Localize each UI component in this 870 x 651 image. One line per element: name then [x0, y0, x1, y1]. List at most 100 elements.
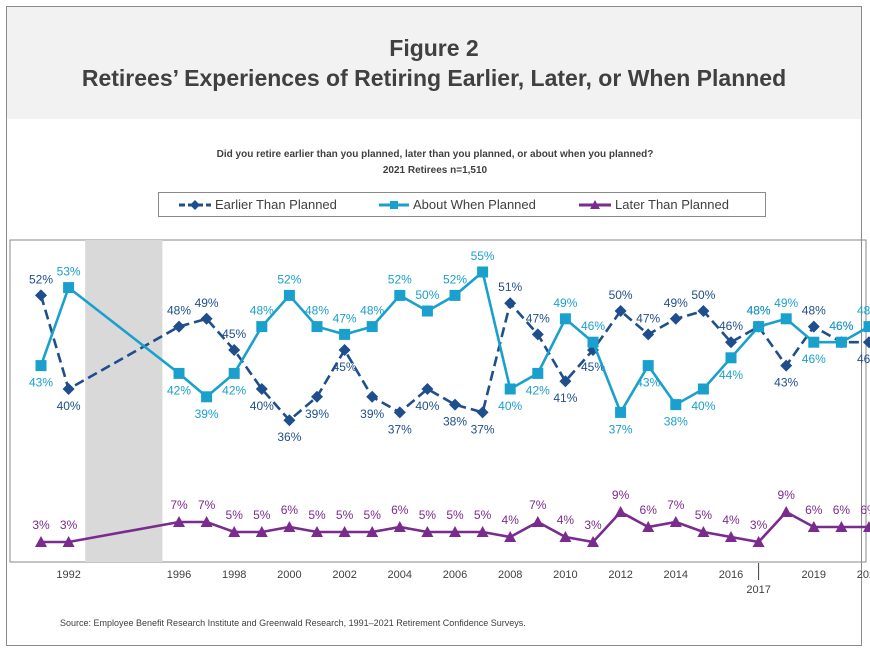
- data-label-about: 52%: [277, 272, 301, 286]
- data-label-later: 5%: [419, 508, 437, 522]
- point-later: [780, 506, 793, 517]
- point-earlier: [35, 289, 47, 302]
- data-label-later: 5%: [336, 508, 354, 522]
- data-label-later: 3%: [584, 518, 602, 532]
- point-earlier: [366, 390, 379, 403]
- data-label-about: 38%: [664, 415, 688, 429]
- data-label-about: 48%: [857, 304, 870, 318]
- x-tick-label: 2019: [802, 569, 826, 581]
- data-label-about: 42%: [222, 383, 246, 397]
- x-tick-label: 2010: [553, 569, 577, 581]
- point-earlier: [173, 320, 185, 333]
- data-label-earlier: 46%: [857, 352, 870, 366]
- point-about: [477, 266, 489, 278]
- x-tick-label: 2014: [664, 569, 688, 581]
- x-tick-label: 2000: [277, 569, 301, 581]
- data-label-about: 47%: [333, 311, 357, 325]
- point-later: [228, 526, 241, 537]
- data-label-earlier: 38%: [443, 415, 467, 429]
- point-about: [339, 328, 351, 340]
- point-about: [201, 391, 213, 403]
- point-earlier: [559, 375, 572, 388]
- point-about: [835, 336, 847, 348]
- data-label-later: 9%: [612, 488, 630, 502]
- data-label-later: 4%: [502, 513, 520, 527]
- data-label-later: 5%: [253, 508, 271, 522]
- x-tick-label: 2021: [857, 569, 870, 581]
- point-about: [366, 321, 378, 333]
- point-later: [283, 521, 296, 532]
- data-label-about: 48%: [305, 304, 329, 318]
- point-earlier: [863, 336, 870, 349]
- data-label-earlier: 47%: [526, 311, 550, 325]
- point-about: [173, 367, 185, 379]
- point-later: [587, 536, 599, 547]
- point-later: [200, 516, 213, 527]
- point-earlier: [780, 359, 793, 372]
- data-label-about: 55%: [471, 249, 495, 263]
- data-label-about: 40%: [498, 399, 522, 413]
- data-label-earlier: 48%: [802, 304, 826, 318]
- data-label-earlier: 39%: [305, 407, 329, 421]
- point-later: [393, 521, 406, 532]
- data-label-later: 5%: [226, 508, 244, 522]
- point-about: [587, 336, 599, 348]
- data-label-earlier: 40%: [57, 399, 81, 413]
- data-label-about: 37%: [609, 422, 633, 436]
- point-about: [642, 360, 654, 372]
- point-about: [449, 289, 461, 301]
- sample-size: 2021 Retirees n=1,510: [382, 165, 488, 176]
- point-later: [504, 531, 517, 542]
- point-earlier: [228, 344, 241, 356]
- data-label-earlier: 45%: [333, 360, 357, 374]
- data-label-later: 7%: [198, 498, 216, 512]
- point-earlier: [283, 414, 296, 427]
- data-label-earlier: 46%: [719, 319, 743, 333]
- point-about: [228, 367, 240, 379]
- series-line-earlier: [39, 295, 869, 423]
- data-label-about: 43%: [636, 376, 660, 390]
- point-about: [670, 399, 682, 411]
- data-label-about: 46%: [802, 352, 826, 366]
- point-later: [476, 526, 489, 537]
- point-later: [752, 536, 765, 547]
- plot-area: [9, 239, 867, 563]
- point-later: [697, 526, 710, 537]
- legend-later: Later Than Planned: [615, 197, 729, 212]
- data-label-later: 4%: [557, 513, 575, 527]
- x-tick-label: 2016: [719, 569, 743, 581]
- point-earlier: [311, 390, 323, 403]
- survey-question: Did you retire earlier than you planned,…: [216, 149, 654, 160]
- point-earlier: [255, 383, 268, 395]
- data-label-earlier: 49%: [195, 296, 219, 310]
- x-tick-label: 1996: [167, 569, 191, 581]
- data-label-later: 7%: [667, 498, 685, 512]
- point-about: [780, 313, 792, 325]
- point-later: [173, 516, 185, 527]
- point-later: [449, 526, 461, 537]
- point-later: [725, 531, 737, 542]
- point-about: [532, 367, 544, 379]
- data-label-earlier: 37%: [471, 422, 495, 436]
- chart-legend: Earlier Than Planned About When Planned …: [158, 192, 766, 217]
- data-label-later: 7%: [529, 498, 547, 512]
- x-tick-label: 1998: [222, 569, 246, 581]
- data-label-about: 48%: [360, 304, 384, 318]
- point-about: [697, 383, 709, 395]
- point-later: [642, 521, 655, 532]
- data-label-later: 5%: [308, 508, 326, 522]
- point-earlier: [669, 312, 682, 325]
- data-label-later: 4%: [722, 513, 740, 527]
- data-label-later: 3%: [60, 518, 78, 532]
- figure-label: Figure 2: [389, 35, 479, 61]
- point-about: [283, 289, 295, 301]
- data-label-about: 44%: [719, 368, 743, 382]
- data-label-about: 43%: [29, 376, 53, 390]
- figure-title: Retirees’ Experiences of Retiring Earlie…: [81, 65, 787, 91]
- data-label-earlier: 51%: [498, 280, 522, 294]
- point-about: [256, 321, 268, 333]
- data-label-later: 6%: [640, 503, 658, 517]
- data-label-earlier: 45%: [581, 360, 605, 374]
- x-tick-label: 2017: [746, 584, 770, 596]
